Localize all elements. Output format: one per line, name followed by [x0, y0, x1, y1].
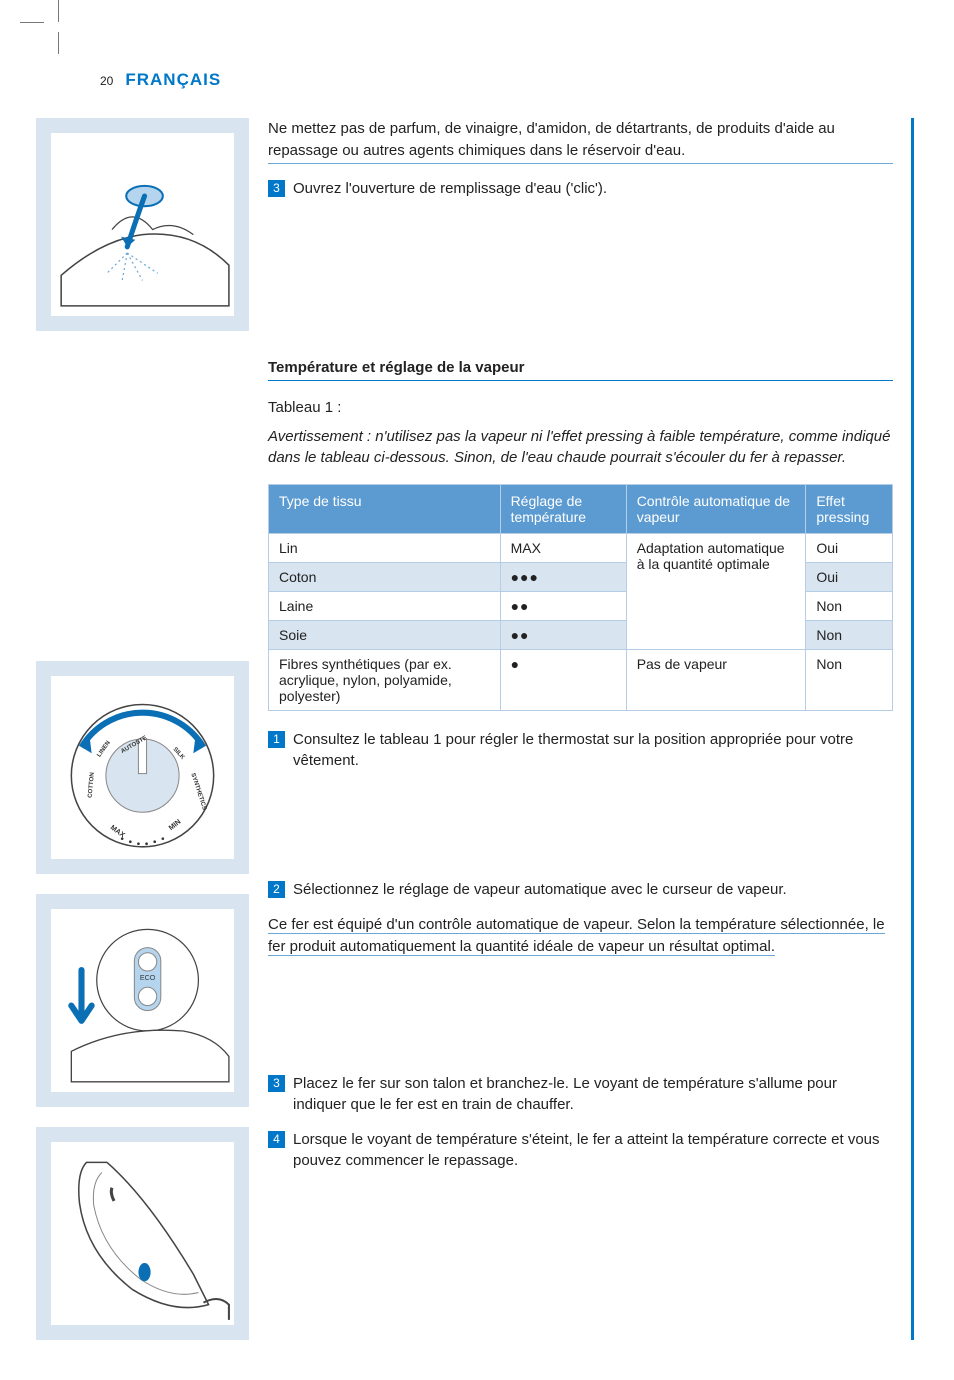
fabric-settings-table: Type de tissu Réglage de température Con… [268, 484, 893, 711]
text-column: Ne mettez pas de parfum, de vinaigre, d'… [268, 118, 914, 1340]
step-number-badge: 1 [268, 731, 285, 748]
table-caption: Tableau 1 : [268, 399, 893, 416]
steam-warning-note: Avertissement : n'utilisez pas la vapeur… [268, 426, 893, 468]
step-2: 2 Sélectionnez le réglage de vapeur auto… [268, 879, 893, 900]
figure-steam-slider: ECO [50, 908, 235, 1093]
table-row: Fibres synthétiques (par ex. acrylique, … [269, 649, 893, 710]
illustration-column: LINEN COTTON SILK SYNTHETICS AUTOSTE MAX… [40, 118, 240, 1340]
page-number: 20 [100, 74, 113, 88]
step-4: 4 Lorsque le voyant de température s'éte… [268, 1129, 893, 1171]
auto-steam-info: Ce fer est équipé d'un contrôle automati… [268, 914, 893, 959]
figure-fill-water [50, 132, 235, 317]
language-heading: FRANÇAIS [125, 70, 221, 90]
figure-temperature-dial: LINEN COTTON SILK SYNTHETICS AUTOSTE MAX… [50, 675, 235, 860]
th-press: Effet pressing [806, 484, 893, 533]
merged-steam-cell: Adaptation automatique à la quantité opt… [626, 533, 806, 649]
step-3: 3 Placez le fer sur son talon et branche… [268, 1073, 893, 1115]
page-header: 20 FRANÇAIS [100, 70, 914, 90]
figure-iron-heel [50, 1141, 235, 1326]
step-number-badge: 2 [268, 881, 285, 898]
svg-text:ECO: ECO [140, 974, 156, 982]
step-number-badge: 4 [268, 1131, 285, 1148]
table-row: Lin MAX Adaptation automatique à la quan… [269, 533, 893, 562]
th-temp: Réglage de température [500, 484, 626, 533]
chemical-warning: Ne mettez pas de parfum, de vinaigre, d'… [268, 118, 893, 164]
step-number-badge: 3 [268, 1075, 285, 1092]
step-number-badge: 3 [268, 180, 285, 197]
th-steam: Contrôle automatique de vapeur [626, 484, 806, 533]
manual-page: 20 FRANÇAIS [0, 0, 954, 1380]
section-heading: Température et réglage de la vapeur [268, 359, 893, 376]
th-fabric: Type de tissu [269, 484, 501, 533]
step-1: 1 Consultez le tableau 1 pour régler le … [268, 729, 893, 771]
section-rule [268, 380, 893, 381]
step-3-open-fill: 3 Ouvrez l'ouverture de remplissage d'ea… [268, 178, 893, 199]
